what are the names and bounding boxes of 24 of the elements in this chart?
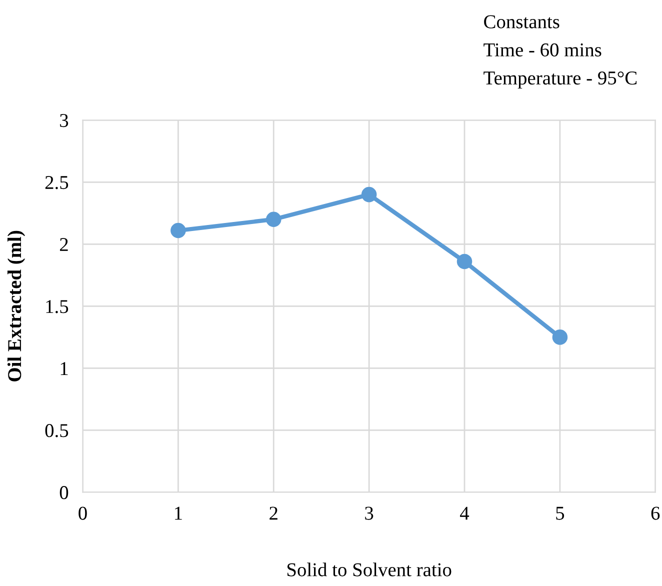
text: Temperature - 95°C [484,71,637,89]
y-tick-label: 1.5 [46,300,68,314]
y-tick-label: 1 [60,362,68,375]
y-tick-label: 0 [60,486,68,500]
y-tick-label: 2.5 [45,176,68,190]
x-tick-label: 4 [460,506,470,520]
point [456,254,472,270]
x-tick-label: 3 [365,506,374,520]
text: Constants [484,15,560,28]
x-tick-label: 1 [175,506,182,520]
x-tick-label: 0 [78,506,87,520]
x-axis-title: Solid to Solvent ratio [287,562,452,576]
point [170,222,186,238]
y-tick-label: 3 [60,114,68,128]
point [361,186,377,202]
x-tick-label: 5 [556,506,564,520]
x-tick-label: 2 [270,506,278,520]
y-axis-title: Oil Extracted (ml) [7,230,26,382]
x-tick-label: 6 [651,506,660,520]
point [552,330,568,345]
y-tick-label: 2 [60,238,68,251]
text: Time - 60 mins [484,43,602,56]
y-tick-label: 0.5 [45,424,68,438]
point [266,212,282,227]
